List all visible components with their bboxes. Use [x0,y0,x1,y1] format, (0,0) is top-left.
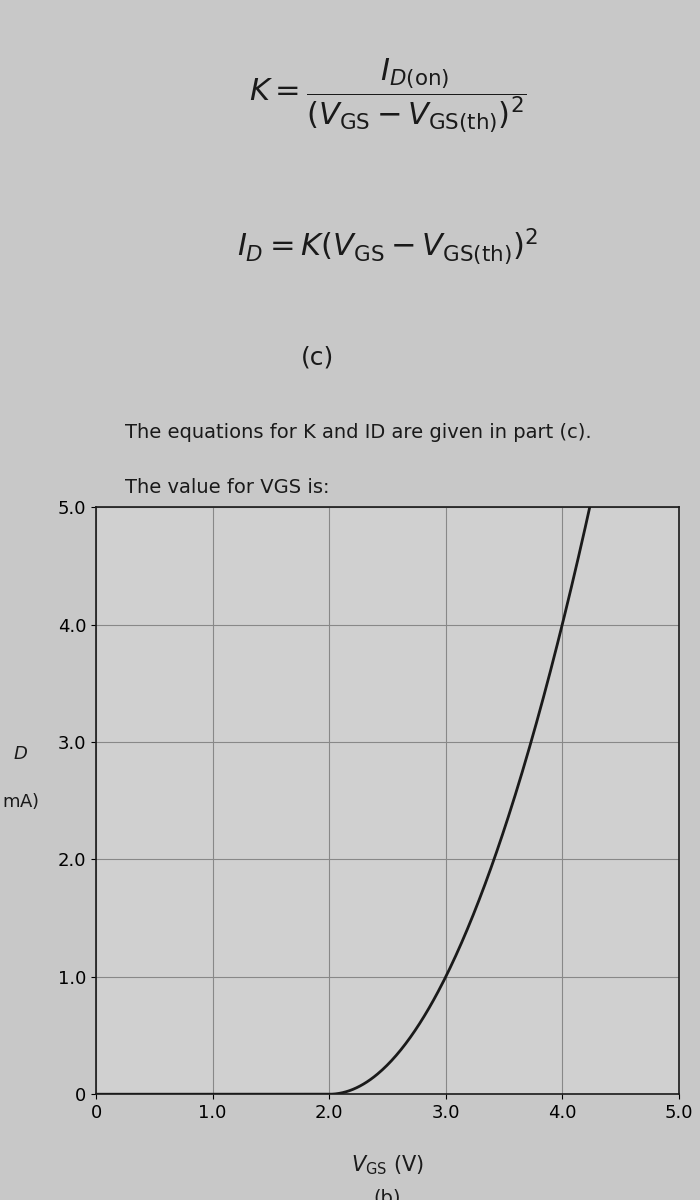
Text: $K = \dfrac{I_{D(\mathrm{on})}}{\left(V_{\mathrm{GS}} - V_{\mathrm{GS(th)}}\righ: $K = \dfrac{I_{D(\mathrm{on})}}{\left(V_… [248,58,526,137]
Text: $D$: $D$ [13,745,28,763]
Text: $V_{\mathrm{GS}}\ \mathrm{(V)}$: $V_{\mathrm{GS}}\ \mathrm{(V)}$ [351,1153,424,1176]
Text: The value for VGS is:: The value for VGS is: [125,478,330,497]
Text: (b): (b) [374,1188,401,1200]
Text: The equations for K and ID are given in part (c).: The equations for K and ID are given in … [125,422,592,442]
Text: (c): (c) [301,346,334,370]
Text: $\mathrm{mA)}$: $\mathrm{mA)}$ [1,791,39,811]
Text: $I_D = K\left(V_{\mathrm{GS}} - V_{\mathrm{GS(th)}}\right)^{2}$: $I_D = K\left(V_{\mathrm{GS}} - V_{\math… [237,227,538,268]
